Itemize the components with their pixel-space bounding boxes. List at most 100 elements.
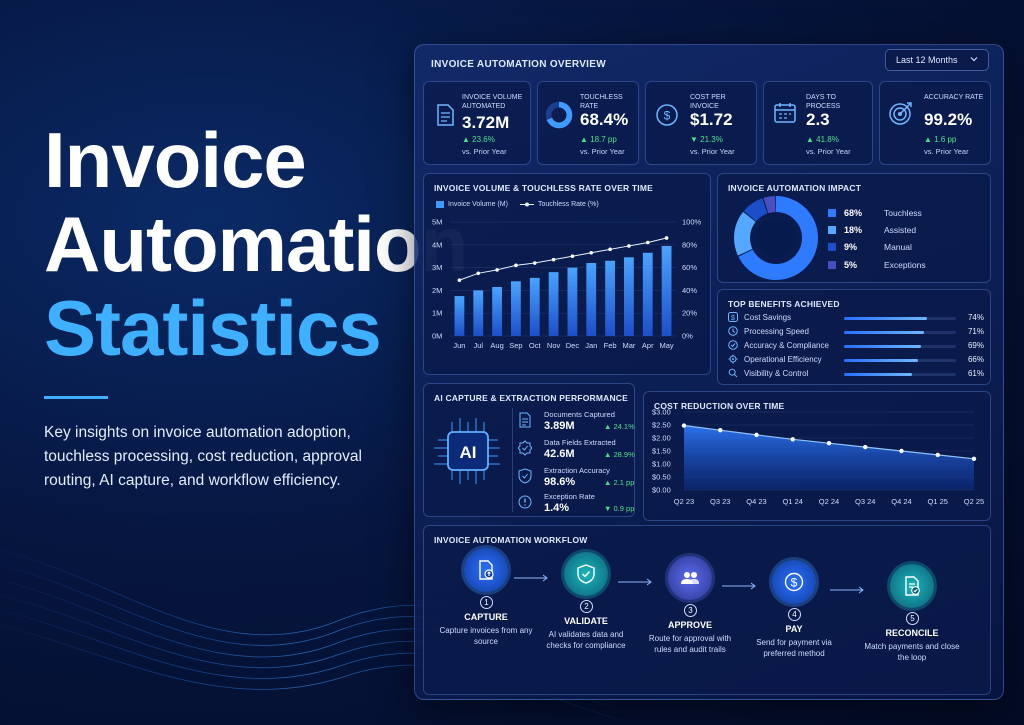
y-left-tick: 0M [432,332,442,341]
benefit-value: 71% [967,327,984,336]
impact-pct: 5% [844,260,858,270]
benefit-fill [844,317,927,320]
y-right-tick: 20% [682,309,697,318]
touchless-point [514,263,518,268]
benefit-track [844,317,956,320]
ai-capture-card: AI CAPTURE & EXTRACTION PERFORMANCE AI D… [423,383,635,517]
period-select[interactable]: Last 12 Months [885,49,989,71]
step-name: PAY [785,624,803,634]
kpi-value: 3.72M [462,113,510,132]
benefits-title: TOP BENEFITS ACHIEVED [728,299,840,309]
ai-divider [512,408,513,512]
x-tick: Q4 24 [891,497,911,506]
hero-divider [44,396,108,399]
dollar-icon: $ [656,104,678,126]
hero-title-line-1: Invoice [44,116,307,204]
users-icon [681,572,699,584]
cost-point [754,432,759,438]
benefit-value: 69% [967,341,984,350]
volume-bar [473,290,484,336]
capture-label: Exception Rate [544,492,595,501]
dashboard-panel: INVOICE AUTOMATION OVERVIEW Last 12 Mont… [414,44,1004,700]
legend-bar: Invoice Volume (M) [436,201,508,208]
dollar-icon: $ [784,572,804,592]
benefit-row: Accuracy & Compliance 69% [728,340,984,354]
capture-change: ▲ 2.1 pp [604,478,635,487]
workflow-card: INVOICE AUTOMATION WORKFLOW 1 CAPTURE Ca… [423,525,991,695]
benefit-fill [844,345,922,348]
arrow-right-icon [618,578,652,586]
volume-bar [454,296,465,336]
cost-point [935,452,940,458]
capture-value: 42.6M [544,448,575,460]
x-tick: Jan [585,341,597,350]
gear-icon [728,354,738,364]
volume-bar [548,272,559,336]
kpi-label: COST PER INVOICE [690,94,726,110]
volume-bar [624,257,634,336]
cost-area [684,425,974,490]
cost-point [718,428,723,433]
target-icon [889,102,912,125]
cost-chart-title: COST REDUCTION OVER TIME [654,401,785,411]
benefit-label: Accuracy & Compliance [744,341,829,350]
touchless-point [627,244,631,248]
touchless-point [532,261,537,265]
kpi-touchless-rate: TOUCHLESS RATE 68.4% ▲ 18.7 pp vs. Prior… [537,81,639,165]
step-number: 4 [788,608,801,621]
touchless-point [608,247,612,252]
svg-text:$: $ [791,576,798,590]
benefit-fill [844,331,924,334]
kpi-label: ACCURACY RATE [924,94,984,101]
arrow-right-icon [722,582,756,590]
impact-swatch [828,209,836,217]
capture-change: ▲ 28.9% [604,450,635,459]
x-tick: Q1 25 [928,497,948,506]
step-circle [564,552,608,596]
kpi-change: ▲ 1.6 pp [924,135,957,144]
touchless-point [551,257,556,262]
search-icon [728,368,738,378]
touchless-line [459,237,667,281]
benefit-track [844,331,956,334]
kpi-change: ▲ 18.7 pp [580,135,617,144]
y-tick: $1.50 [652,447,671,456]
dashboard-title: INVOICE AUTOMATION OVERVIEW [431,59,606,70]
volume-bar [529,277,540,336]
step-description: Route for approval with rules and audit … [648,634,732,654]
volume-bar [586,263,597,336]
impact-label: Exceptions [884,260,926,270]
x-tick: Jun [453,341,465,350]
x-tick: Q2 25 [964,497,984,506]
volume-bar [642,252,653,336]
benefit-track [844,345,956,348]
kpi-sub: vs. Prior Year [806,147,851,156]
benefit-value: 66% [967,355,984,364]
chevron-down-icon [970,57,978,62]
y-tick: $3.00 [652,408,671,417]
step-number: 5 [906,612,919,625]
impact-card: INVOICE AUTOMATION IMPACT 68% Touchless … [717,173,991,283]
hero-section: Invoice Automation Statistics Key insigh… [44,116,468,493]
capture-value: 1.4% [544,502,570,514]
capture-label: Extraction Accuracy [544,466,610,475]
benefit-fill [844,373,913,376]
volume-chart: 0M 1M 2M 3M 4M 5M 0% 20% 40% 60% 80% 100% Jun Jul Aug S… [432,218,702,351]
alert-icon [518,495,532,509]
kpi-accuracy-rate: ACCURACY RATE 99.2% ▲ 1.6 pp vs. Prior Y… [879,81,991,165]
step-description: Send for payment via preferred method [756,638,832,658]
x-tick: Jul [473,341,483,350]
impact-swatch [828,226,836,234]
legend-line: Touchless Rate (%) [520,201,599,208]
x-tick: Q3 23 [710,497,730,506]
document-icon [519,412,531,428]
benefit-track [844,373,956,376]
kpi-label: DAYS TO PROCESS [806,94,841,110]
touchless-point [664,236,669,240]
step-circle [890,564,934,608]
volume-bar [511,281,521,336]
step-name: CAPTURE [464,612,508,622]
benefit-row: Visibility & Control 61% [728,368,984,382]
x-tick: Sep [509,341,522,350]
impact-legend-row: 18% Assisted [828,225,916,235]
